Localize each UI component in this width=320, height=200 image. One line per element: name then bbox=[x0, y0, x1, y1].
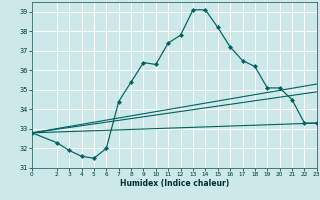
X-axis label: Humidex (Indice chaleur): Humidex (Indice chaleur) bbox=[120, 179, 229, 188]
